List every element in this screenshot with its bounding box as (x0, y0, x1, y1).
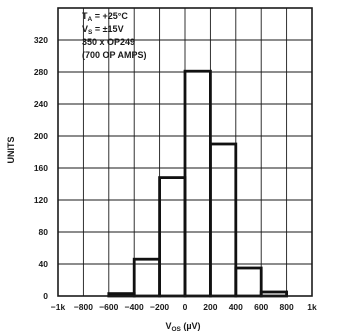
y-tick-label: 80 (39, 227, 49, 237)
annotation-temperature: TA = +25°C (82, 11, 128, 23)
y-tick-label: 240 (34, 99, 48, 109)
x-tick-label: −1k (51, 302, 66, 312)
histogram-bar (183, 69, 212, 298)
histogram-bar (132, 257, 161, 298)
annotation-count: (700 OP AMPS) (82, 50, 147, 60)
annotation-supply: VS = ±15V (82, 24, 124, 36)
plot-frame (57, 7, 313, 297)
x-tick-label: 400 (229, 302, 243, 312)
x-axis-title: VOS (µV) (165, 321, 200, 333)
x-tick-label: 800 (280, 302, 294, 312)
y-tick-labels: 0 40 80 120 160 200 240 280 320 (34, 35, 48, 301)
x-tick-label: −600 (99, 302, 118, 312)
histogram-bar (158, 176, 187, 298)
y-tick-label: 320 (34, 35, 48, 45)
histogram-bars (107, 69, 289, 298)
y-tick-label: 280 (34, 67, 48, 77)
x-tick-label: 0 (183, 302, 188, 312)
x-tick-label: −400 (125, 302, 144, 312)
x-tick-label: 1k (307, 302, 317, 312)
y-tick-label: 200 (34, 131, 48, 141)
x-tick-label: −800 (74, 302, 93, 312)
annotation-sample: 350 x OP249 (82, 37, 135, 47)
y-tick-label: 160 (34, 163, 48, 173)
x-tick-label: −200 (150, 302, 169, 312)
y-tick-label: 120 (34, 195, 48, 205)
histogram-bar (234, 266, 263, 298)
histogram-bar (208, 142, 238, 298)
x-tick-labels: −1k −800 −600 −400 −200 0 200 400 600 800 1k (51, 302, 317, 312)
conditions-annotation: TA = +25°C VS = ±15V 350 x OP249 (700 OP… (82, 11, 147, 60)
y-axis-title: UNITS (6, 137, 16, 164)
x-tick-label: 200 (203, 302, 217, 312)
y-tick-label: 0 (43, 291, 48, 301)
y-tick-label: 40 (39, 259, 49, 269)
x-tick-label: 600 (254, 302, 268, 312)
